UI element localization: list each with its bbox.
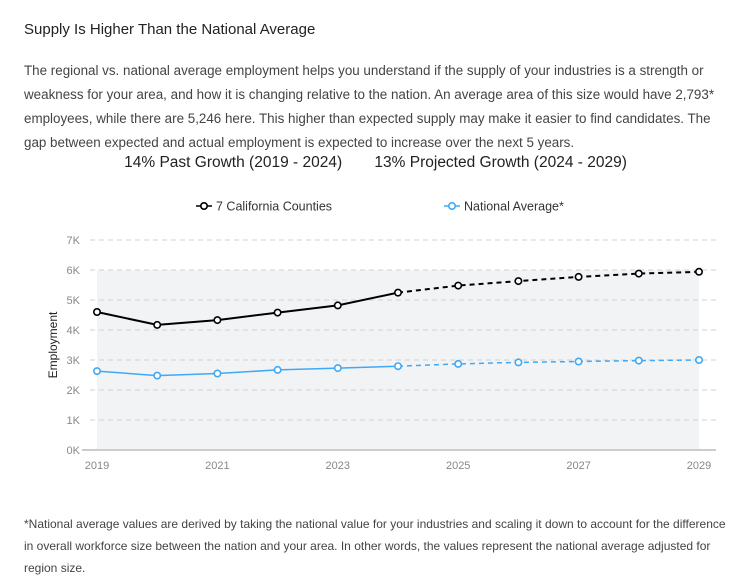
data-point (634, 269, 643, 278)
data-point (514, 358, 523, 367)
series-line-1 (96, 365, 399, 377)
data-point (694, 356, 703, 365)
data-point (454, 281, 463, 290)
y-tick-label: 7K (67, 235, 81, 247)
x-tick-label: 2029 (687, 460, 711, 472)
description: The regional vs. national average employ… (24, 63, 715, 150)
data-point (333, 301, 342, 310)
data-point (213, 316, 222, 325)
x-tick-label: 2019 (85, 460, 109, 472)
x-tick-label: 2021 (205, 460, 229, 472)
section-title: Supply Is Higher Than the National Avera… (24, 21, 316, 38)
projected-growth: 13% Projected Growth (2024 - 2029) (374, 154, 627, 171)
data-point (694, 267, 703, 276)
data-point (213, 369, 222, 378)
x-tick-label: 2027 (566, 460, 590, 472)
series-line-0 (96, 291, 399, 326)
data-point (574, 357, 583, 366)
data-point (273, 365, 282, 374)
legend-marker (447, 202, 456, 211)
footnote: *National average values are derived by … (24, 517, 726, 575)
growth-summary: 14% Past Growth (2019 - 2024) 13% Projec… (0, 154, 751, 172)
legend-marker (200, 202, 209, 211)
data-point (93, 308, 102, 317)
data-point (634, 356, 643, 365)
employment-chart: 0K 1K 2K 3K 4K 5K 6K 7K 2019 2021 2023 2025 2027 2029… (46, 200, 716, 472)
x-tick-label: 2025 (446, 460, 470, 472)
legend-label: 7 California Counties (216, 200, 332, 214)
y-tick-label: 5K (67, 295, 81, 307)
data-point (273, 308, 282, 317)
y-tick-label: 2K (67, 385, 81, 397)
data-point (153, 371, 162, 380)
data-point (93, 367, 102, 376)
data-point (153, 320, 162, 329)
data-point (574, 272, 583, 281)
y-axis-label: Employment (46, 311, 60, 378)
data-point (514, 277, 523, 286)
data-point (393, 288, 402, 297)
data-point (454, 359, 463, 368)
legend-label: National Average* (464, 200, 564, 214)
x-tick-label: 2023 (326, 460, 350, 472)
y-tick-label: 1K (67, 415, 81, 427)
data-point (393, 362, 402, 371)
y-tick-label: 6K (67, 265, 81, 277)
y-tick-label: 0K (67, 445, 81, 457)
y-tick-label: 4K (67, 325, 81, 337)
data-point (333, 364, 342, 373)
y-tick-label: 3K (67, 355, 81, 367)
past-growth: 14% Past Growth (2019 - 2024) (124, 154, 343, 171)
